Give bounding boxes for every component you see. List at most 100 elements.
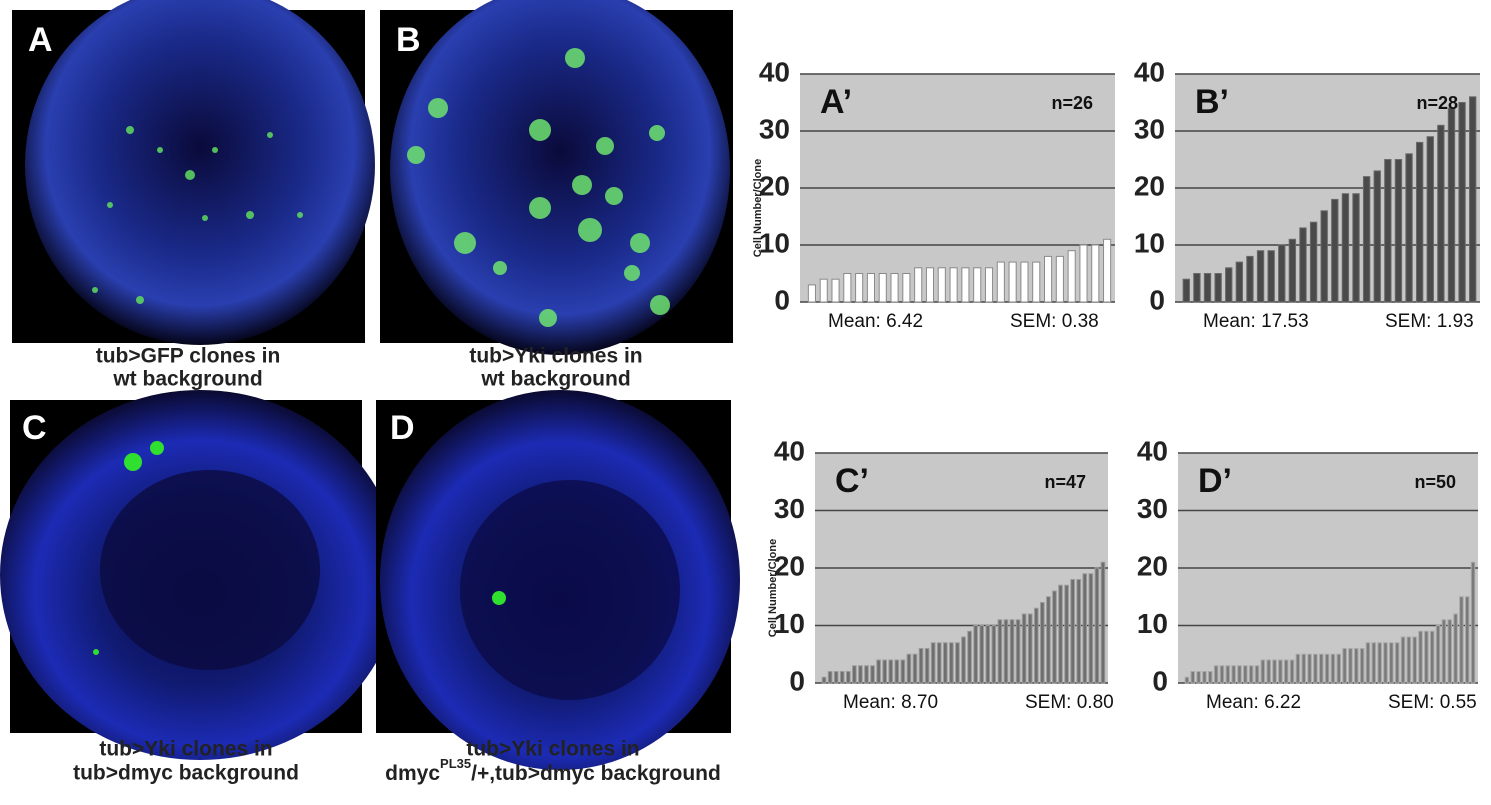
bar xyxy=(839,671,845,684)
bar xyxy=(985,625,991,684)
bar xyxy=(1341,193,1350,303)
bar xyxy=(906,653,912,684)
y-tick-label: 30 xyxy=(759,113,790,144)
bar xyxy=(902,273,911,303)
panel-label: A xyxy=(28,21,53,59)
bar xyxy=(870,665,875,684)
bar xyxy=(1256,250,1265,303)
bar xyxy=(1237,665,1242,684)
caption-part: /+,tub>dmyc background xyxy=(471,762,721,785)
y-tick-label: 20 xyxy=(774,550,805,581)
panel-label: A’ xyxy=(820,83,852,121)
y-tick-label: 20 xyxy=(1134,170,1165,201)
bar xyxy=(843,273,852,303)
bar xyxy=(1231,665,1236,684)
bar xyxy=(1447,107,1456,303)
bar xyxy=(1371,642,1377,684)
bar xyxy=(1318,653,1324,684)
bar xyxy=(1320,210,1328,303)
y-tick-label: 0 xyxy=(1149,284,1165,315)
bar xyxy=(864,665,869,684)
y-tick-label: 40 xyxy=(1137,435,1168,466)
bar xyxy=(1352,193,1360,303)
bar xyxy=(1058,584,1063,684)
bar xyxy=(1424,630,1429,684)
bar xyxy=(1219,665,1225,684)
panel-label: B’ xyxy=(1195,83,1229,121)
caption-part: dmyc xyxy=(385,762,440,785)
bar xyxy=(1331,198,1339,303)
bar xyxy=(1091,244,1100,303)
bar xyxy=(937,267,946,303)
y-tick-label: 40 xyxy=(774,435,805,466)
bar xyxy=(1384,159,1392,303)
y-tick-label: 20 xyxy=(1137,550,1168,581)
micrograph xyxy=(380,0,733,355)
bar xyxy=(807,284,816,303)
bar xyxy=(882,659,887,684)
bar xyxy=(858,665,863,684)
bar xyxy=(1009,619,1015,684)
y-tick-label: 30 xyxy=(1137,493,1168,524)
bar xyxy=(1324,653,1330,684)
bar xyxy=(1426,136,1434,303)
bar xyxy=(1459,596,1464,684)
y-tick-label: 20 xyxy=(759,170,790,201)
bar xyxy=(1383,642,1388,684)
bar xyxy=(1020,261,1029,303)
bar xyxy=(1429,630,1435,684)
y-tick-label: 10 xyxy=(1137,608,1168,639)
bar xyxy=(1243,665,1248,684)
micrograph xyxy=(0,390,400,760)
bar xyxy=(1288,238,1297,303)
sem-label: SEM: 0.80 xyxy=(1025,692,1114,713)
bar xyxy=(819,278,828,303)
bar xyxy=(1190,671,1196,684)
bar xyxy=(1354,648,1359,684)
y-tick-label: 0 xyxy=(789,665,805,696)
mean-label: Mean: 6.22 xyxy=(1206,692,1301,713)
y-tick-label: 0 xyxy=(1152,665,1168,696)
bar xyxy=(1435,625,1441,684)
bar xyxy=(1254,665,1260,684)
bar xyxy=(1458,102,1466,303)
bar xyxy=(1299,227,1307,303)
bar xyxy=(1278,244,1286,303)
bar xyxy=(1365,642,1371,684)
micrograph xyxy=(376,390,740,770)
bar xyxy=(984,267,994,303)
bar xyxy=(1193,273,1201,303)
y-tick-label: 0 xyxy=(774,284,790,315)
bar xyxy=(1453,613,1458,684)
caption: tub>dmyc background xyxy=(73,762,299,785)
annotation: n=28 xyxy=(1416,93,1458,113)
sem-label: SEM: 1.93 xyxy=(1385,311,1474,332)
bar xyxy=(967,630,972,684)
bar xyxy=(1309,221,1318,303)
bar xyxy=(1182,278,1190,303)
bar xyxy=(955,642,960,684)
panel-label: B xyxy=(396,21,421,59)
bar xyxy=(1441,619,1447,684)
bar xyxy=(925,267,935,303)
y-tick-label: 40 xyxy=(1134,56,1165,87)
bar xyxy=(1373,170,1381,303)
bar xyxy=(1094,567,1100,684)
bar xyxy=(888,659,894,684)
bar xyxy=(1033,607,1039,684)
caption-superscript: PL35 xyxy=(440,756,471,771)
bar xyxy=(831,278,840,303)
bar xyxy=(1418,630,1423,684)
bar xyxy=(1214,273,1222,303)
bar xyxy=(961,636,966,684)
mean-label: Mean: 8.70 xyxy=(843,692,938,713)
bar xyxy=(1225,665,1231,684)
bar xyxy=(961,267,970,303)
caption: tub>Yki clones in xyxy=(99,738,272,761)
bar xyxy=(876,659,881,684)
bar xyxy=(1103,238,1112,303)
bar xyxy=(1307,653,1312,684)
bar xyxy=(1044,255,1053,303)
bar xyxy=(894,659,900,684)
